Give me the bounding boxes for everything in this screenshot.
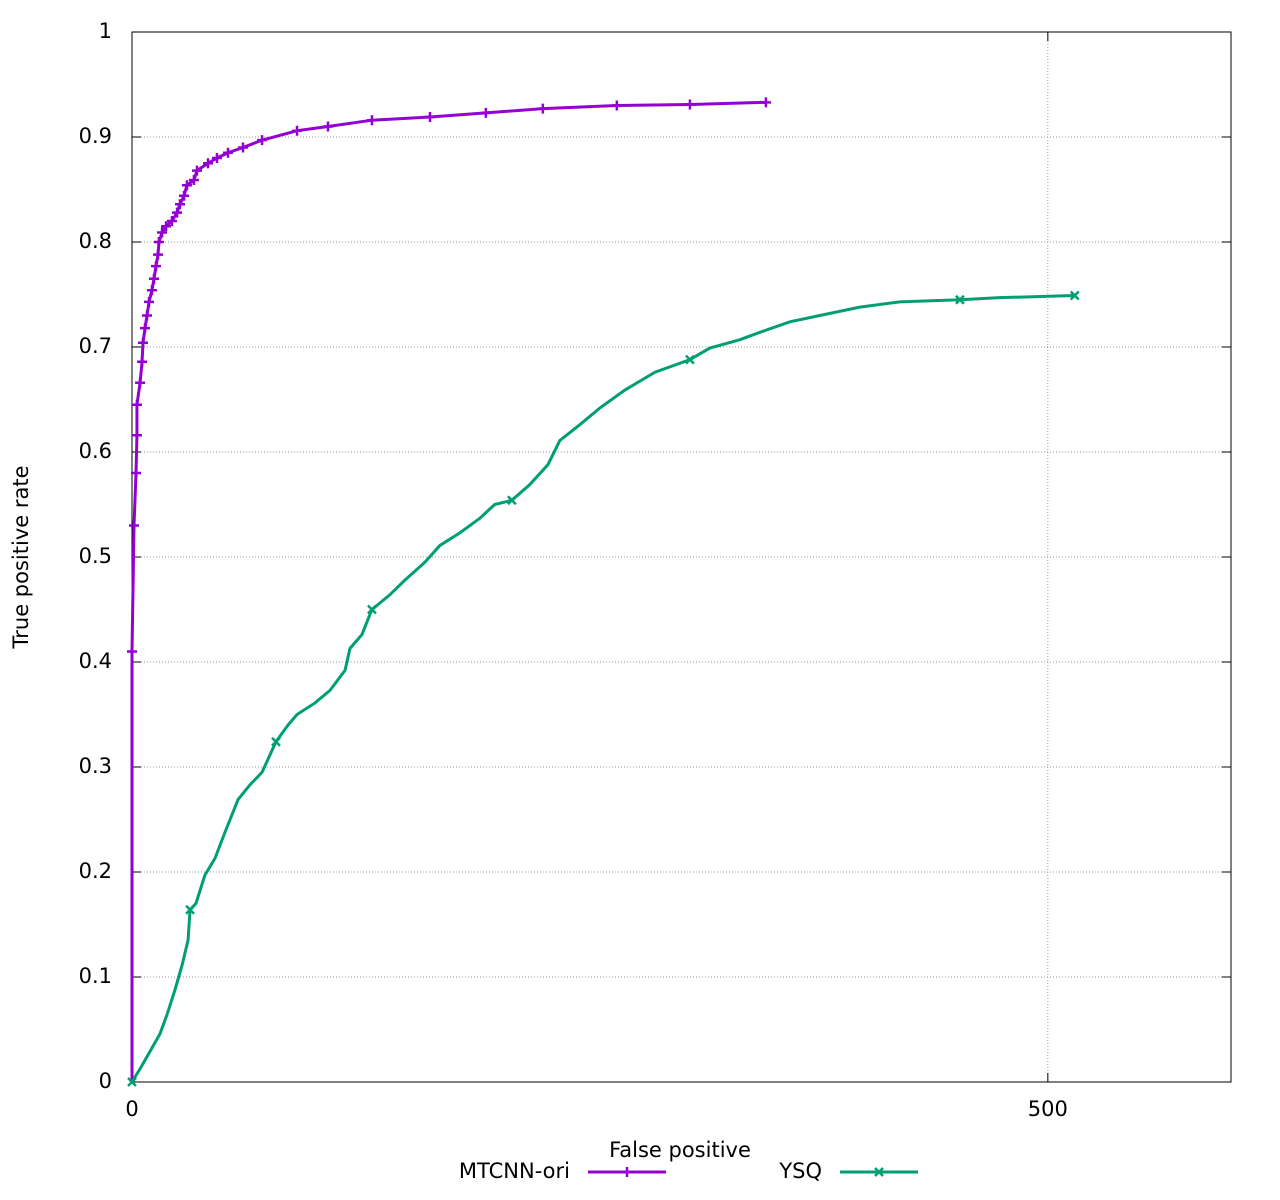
y-tick-label: 0.2 <box>79 859 112 883</box>
point-marker <box>760 97 771 108</box>
point-marker <box>685 354 695 365</box>
y-tick-label: 0 <box>99 1069 112 1093</box>
point-marker <box>684 99 695 110</box>
point-marker <box>271 736 281 747</box>
point-marker <box>1069 290 1080 301</box>
point-marker <box>181 180 192 191</box>
y-axis-label: True positive rate <box>9 466 33 650</box>
point-marker <box>292 125 303 136</box>
point-marker <box>611 100 622 111</box>
point-marker <box>150 261 161 272</box>
legend-label: MTCNN-ori <box>459 1159 570 1183</box>
y-tick-label: 0.7 <box>79 334 112 358</box>
y-tick-label: 0.4 <box>79 649 112 673</box>
point-marker <box>211 153 222 163</box>
point-marker <box>222 147 233 158</box>
y-tick-label: 1 <box>99 19 112 43</box>
y-tick-label: 0.8 <box>79 229 112 253</box>
point-marker <box>237 142 248 153</box>
point-marker <box>153 237 164 247</box>
point-marker <box>185 904 195 915</box>
y-tick-label: 0.3 <box>79 754 112 778</box>
plot-border <box>131 31 1232 1083</box>
point-marker <box>129 520 140 531</box>
point-marker <box>367 604 377 615</box>
point-marker <box>480 107 491 118</box>
point-marker <box>131 399 142 410</box>
y-tick-label: 0.9 <box>79 124 112 148</box>
x-tick-label: 500 <box>1028 1097 1068 1121</box>
point-marker <box>537 103 548 114</box>
point-marker <box>366 115 377 126</box>
point-marker <box>131 430 142 441</box>
point-marker <box>203 158 214 169</box>
x-tick-label: 0 <box>125 1097 138 1121</box>
legend-marker <box>874 1167 884 1177</box>
y-tick-label: 0.5 <box>79 544 112 568</box>
point-marker <box>127 646 137 657</box>
point-marker <box>257 135 268 146</box>
point-marker <box>142 310 153 321</box>
point-marker <box>955 294 965 305</box>
point-marker <box>153 249 164 260</box>
point-marker <box>131 468 142 478</box>
y-tick-label: 0.6 <box>79 439 112 463</box>
point-marker <box>137 356 148 367</box>
point-marker <box>161 221 172 232</box>
point-marker <box>137 337 148 348</box>
series-line <box>130 100 766 1082</box>
series-line <box>130 294 1075 1083</box>
point-marker <box>172 207 183 218</box>
point-marker <box>166 216 177 226</box>
point-marker <box>192 165 203 176</box>
point-marker <box>140 323 151 334</box>
point-marker <box>157 227 168 238</box>
point-marker <box>174 199 185 210</box>
point-marker <box>127 1077 137 1087</box>
y-tick-label: 0.1 <box>79 964 112 988</box>
point-marker <box>135 377 146 388</box>
point-marker <box>144 296 155 307</box>
point-marker <box>148 273 159 284</box>
legend-label: YSQ <box>778 1159 822 1183</box>
x-axis-label: False positive <box>609 1138 751 1162</box>
point-marker <box>188 175 199 186</box>
point-marker <box>146 285 157 296</box>
point-marker <box>425 112 436 123</box>
point-marker <box>507 495 517 506</box>
legend-marker <box>622 1167 632 1177</box>
point-marker <box>179 190 190 201</box>
point-marker <box>322 121 333 132</box>
